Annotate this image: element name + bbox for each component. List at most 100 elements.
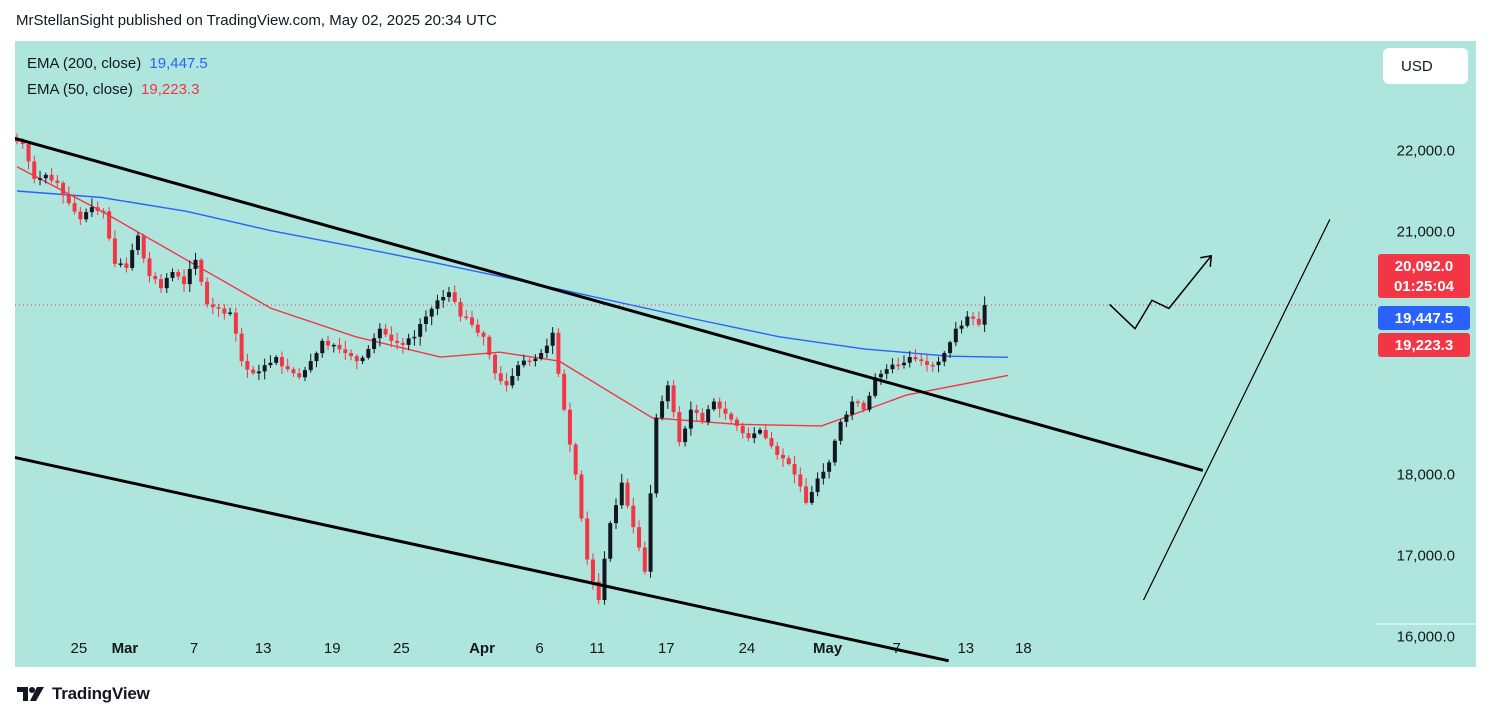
upper-trendline[interactable]	[15, 134, 1204, 472]
candle-body[interactable]	[78, 211, 83, 220]
candle-body[interactable]	[268, 362, 273, 366]
candle-body[interactable]	[688, 409, 693, 429]
candle-body[interactable]	[637, 527, 642, 548]
candle-body[interactable]	[216, 307, 221, 309]
candle-body[interactable]	[101, 210, 106, 213]
candle-body[interactable]	[112, 238, 117, 264]
candle-body[interactable]	[389, 334, 394, 341]
candle-body[interactable]	[706, 409, 711, 422]
candle-body[interactable]	[769, 438, 774, 447]
candle-body[interactable]	[809, 491, 814, 503]
candle-body[interactable]	[642, 547, 647, 572]
candle-body[interactable]	[320, 340, 325, 354]
candle-body[interactable]	[245, 361, 250, 370]
candle-body[interactable]	[919, 359, 924, 362]
candle-body[interactable]	[61, 182, 66, 196]
candle-body[interactable]	[971, 316, 976, 319]
candle-body[interactable]	[590, 559, 595, 582]
zigzag-arrow[interactable]	[1109, 255, 1212, 330]
candle-body[interactable]	[953, 328, 958, 343]
candle-body[interactable]	[26, 144, 31, 162]
candle-body[interactable]	[372, 338, 377, 349]
candle-body[interactable]	[49, 174, 54, 181]
candle-body[interactable]	[608, 523, 613, 559]
candle-body[interactable]	[153, 276, 158, 280]
legend-ema-50[interactable]: EMA (50, close) 19,223.3	[27, 81, 199, 98]
candle-body[interactable]	[182, 276, 187, 285]
candle-body[interactable]	[308, 361, 313, 371]
candle-body[interactable]	[550, 332, 555, 346]
candle-body[interactable]	[441, 297, 446, 301]
candle-body[interactable]	[746, 433, 751, 439]
candle-body[interactable]	[256, 371, 261, 374]
candle-body[interactable]	[792, 463, 797, 475]
candle-body[interactable]	[406, 338, 411, 345]
candle-body[interactable]	[579, 474, 584, 519]
candle-body[interactable]	[331, 344, 336, 347]
candle-body[interactable]	[521, 360, 526, 366]
candle-body[interactable]	[228, 312, 233, 315]
candle-body[interactable]	[147, 258, 152, 277]
y-axis-ticks[interactable]: 22,000.0 21,000.0 18,000.0 17,000.0 16,000.0	[1397, 143, 1455, 646]
candle-body[interactable]	[176, 272, 181, 277]
candle-body[interactable]	[567, 409, 572, 445]
candle-body[interactable]	[625, 482, 630, 506]
candle-body[interactable]	[314, 353, 319, 362]
candle-body[interactable]	[429, 308, 434, 317]
candle-body[interactable]	[533, 358, 538, 362]
candle-body[interactable]	[596, 581, 601, 601]
lower-trendline[interactable]	[15, 454, 950, 663]
candle-body[interactable]	[412, 336, 417, 339]
candle-body[interactable]	[648, 493, 653, 572]
candle-body[interactable]	[395, 340, 400, 343]
candle-body[interactable]	[210, 304, 215, 308]
candle-body[interactable]	[896, 364, 901, 367]
candle-body[interactable]	[199, 259, 204, 282]
candle-body[interactable]	[786, 458, 791, 464]
candle-body[interactable]	[619, 482, 624, 506]
candle-body[interactable]	[285, 366, 290, 370]
candle-body[interactable]	[470, 317, 475, 325]
candle-body[interactable]	[867, 395, 872, 410]
candle-body[interactable]	[343, 349, 348, 353]
steep-trendline[interactable]	[1142, 219, 1331, 601]
candle-body[interactable]	[556, 332, 561, 374]
candle-body[interactable]	[458, 301, 463, 317]
candle-body[interactable]	[66, 195, 71, 204]
candle-body[interactable]	[602, 558, 607, 601]
candle-body[interactable]	[660, 401, 665, 418]
candle-body[interactable]	[400, 342, 405, 345]
candle-body[interactable]	[279, 357, 284, 367]
legend-ema-200[interactable]: EMA (200, close) 19,447.5	[27, 55, 208, 72]
candle-body[interactable]	[446, 292, 451, 298]
candle-body[interactable]	[20, 141, 25, 145]
candle-body[interactable]	[711, 401, 716, 410]
candle-body[interactable]	[976, 318, 981, 325]
candle-body[interactable]	[233, 312, 238, 334]
candle-body[interactable]	[89, 207, 94, 213]
candle-body[interactable]	[130, 250, 135, 268]
candle-body[interactable]	[527, 360, 532, 363]
candle-body[interactable]	[349, 353, 354, 357]
candle-body[interactable]	[481, 332, 486, 337]
candle-body[interactable]	[84, 212, 89, 220]
candle-body[interactable]	[573, 444, 578, 475]
candle-body[interactable]	[435, 300, 440, 309]
candle-body[interactable]	[827, 462, 832, 472]
candle-body[interactable]	[510, 375, 515, 386]
candle-body[interactable]	[671, 385, 676, 413]
candle-body[interactable]	[677, 412, 682, 443]
candle-body[interactable]	[878, 373, 883, 378]
candle-body[interactable]	[844, 414, 849, 422]
candle-body[interactable]	[838, 421, 843, 441]
chart-area[interactable]: 22,000.0 21,000.0 18,000.0 17,000.0 16,000.0…	[15, 41, 1476, 667]
candle-body[interactable]	[452, 292, 457, 302]
candle-body[interactable]	[855, 401, 860, 404]
candle-body[interactable]	[239, 333, 244, 362]
candle-body[interactable]	[832, 440, 837, 463]
candle-body[interactable]	[475, 324, 480, 333]
currency-button[interactable]: USD	[1383, 48, 1468, 84]
candle-body[interactable]	[942, 353, 947, 362]
candle-body[interactable]	[118, 263, 123, 265]
candle-body[interactable]	[418, 323, 423, 337]
